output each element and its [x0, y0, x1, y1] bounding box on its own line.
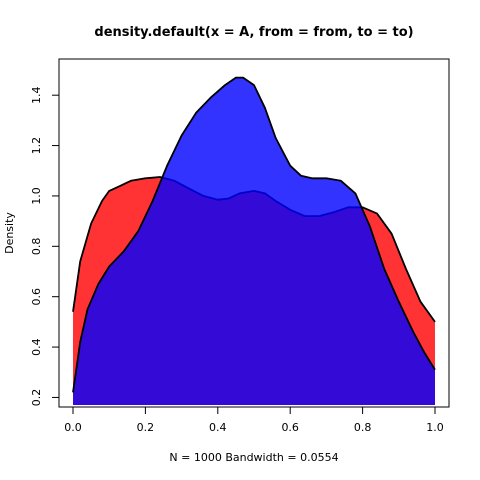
- y-axis-label: Density: [3, 212, 16, 254]
- x-axis: 0.0 0.2 0.4 0.6 0.8 1.0: [64, 406, 444, 434]
- series-layer: [72, 76, 436, 405]
- density-line-2: [72, 76, 436, 393]
- x-tick-label: 0.2: [137, 421, 155, 434]
- y-tick-label: 1.0: [30, 187, 43, 205]
- y-axis: 0.2 0.4 0.6 0.8 1.0 1.2 1.4: [30, 86, 60, 407]
- y-tick-label: 0.6: [30, 288, 43, 306]
- y-tick-label: 1.4: [30, 86, 43, 104]
- x-tick-label: 0.4: [209, 421, 227, 434]
- x-tick-label: 1.0: [426, 421, 444, 434]
- y-tick-label: 1.2: [30, 137, 43, 155]
- y-tick-label: 0.4: [30, 338, 43, 356]
- x-tick-label: 0.8: [354, 421, 372, 434]
- density-fill-2: [73, 77, 435, 405]
- y-tick-label: 0.8: [30, 238, 43, 256]
- chart-title: density.default(x = A, from = from, to =…: [94, 25, 413, 40]
- x-tick-label: 0.6: [281, 421, 299, 434]
- y-tick-label: 0.2: [30, 389, 43, 407]
- x-axis-label: N = 1000 Bandwidth = 0.0554: [169, 451, 338, 464]
- x-tick-label: 0.0: [64, 421, 82, 434]
